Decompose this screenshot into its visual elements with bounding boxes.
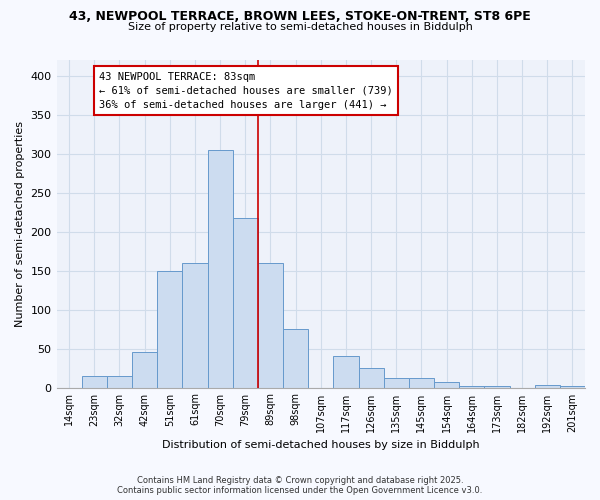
Bar (459, 386, 484, 388)
Bar (233, 218, 258, 388)
Bar (258, 263, 283, 388)
Bar (434, 382, 459, 388)
Bar (383, 378, 409, 388)
Bar (484, 386, 509, 388)
Bar (560, 386, 585, 388)
Text: Contains HM Land Registry data © Crown copyright and database right 2025.
Contai: Contains HM Land Registry data © Crown c… (118, 476, 482, 495)
Bar (409, 378, 434, 388)
Bar (208, 150, 233, 388)
Text: 43, NEWPOOL TERRACE, BROWN LEES, STOKE-ON-TRENT, ST8 6PE: 43, NEWPOOL TERRACE, BROWN LEES, STOKE-O… (69, 10, 531, 23)
X-axis label: Distribution of semi-detached houses by size in Biddulph: Distribution of semi-detached houses by … (162, 440, 479, 450)
Bar (107, 376, 132, 388)
Bar (359, 368, 383, 388)
Bar (82, 376, 107, 388)
Text: Size of property relative to semi-detached houses in Biddulph: Size of property relative to semi-detach… (128, 22, 472, 32)
Bar (132, 352, 157, 388)
Bar (157, 270, 182, 388)
Bar (182, 263, 208, 388)
Bar (334, 356, 359, 388)
Bar (535, 385, 560, 388)
Y-axis label: Number of semi-detached properties: Number of semi-detached properties (15, 121, 25, 327)
Text: 43 NEWPOOL TERRACE: 83sqm
← 61% of semi-detached houses are smaller (739)
36% of: 43 NEWPOOL TERRACE: 83sqm ← 61% of semi-… (100, 72, 393, 110)
Bar (283, 329, 308, 388)
